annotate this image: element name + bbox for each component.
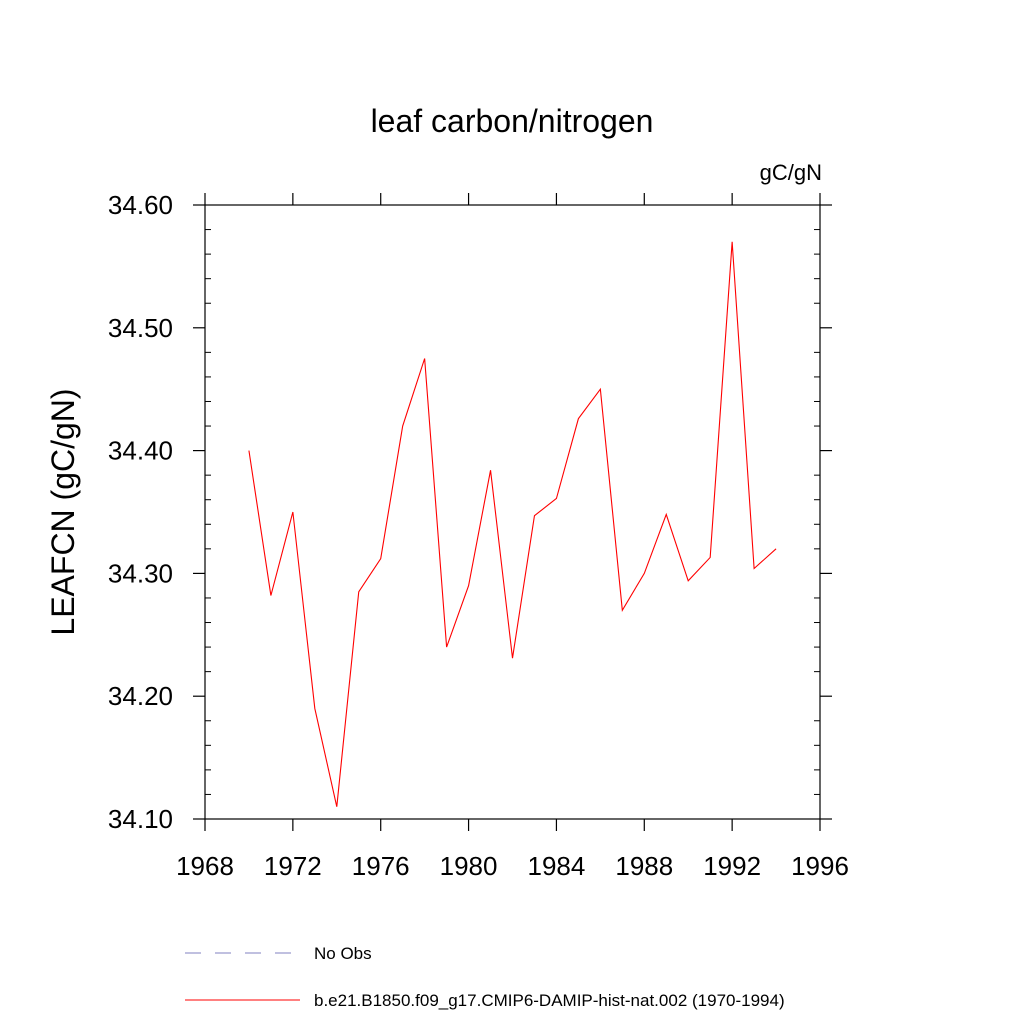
legend-label-no-obs: No Obs: [314, 944, 372, 963]
y-tick-label: 34.40: [108, 436, 173, 466]
y-tick-label: 34.60: [108, 190, 173, 220]
series-line: [248, 241, 777, 807]
y-tick-label: 34.50: [108, 313, 173, 343]
x-tick-labels: 1968 1972 1976 1980 1984 1988 1992 1996: [176, 851, 849, 881]
y-tick-labels: 34.10 34.20 34.30 34.40 34.50 34.60: [108, 190, 173, 834]
x-tick-label: 1996: [791, 851, 849, 881]
x-tick-label: 1980: [440, 851, 498, 881]
x-tick-label: 1992: [703, 851, 761, 881]
plot-frame: [204, 204, 821, 820]
y-tick-label: 34.20: [108, 681, 173, 711]
legend-label-model: b.e21.B1850.f09_g17.CMIP6-DAMIP-hist-nat…: [314, 991, 785, 1010]
chart-title: leaf carbon/nitrogen: [371, 103, 654, 139]
legend: No Obs b.e21.B1850.f09_g17.CMIP6-DAMIP-h…: [185, 944, 785, 1010]
x-tick-label: 1968: [176, 851, 234, 881]
x-tick-label: 1976: [352, 851, 410, 881]
y-axis-label: LEAFCN (gC/gN): [45, 388, 81, 635]
series-layer: [248, 241, 777, 807]
x-tick-label: 1984: [528, 851, 586, 881]
y-tick-label: 34.30: [108, 558, 173, 588]
x-tick-label: 1972: [264, 851, 322, 881]
axis-ticks: [193, 193, 832, 831]
units-label: gC/gN: [760, 160, 822, 185]
y-tick-label: 34.10: [108, 804, 173, 834]
x-tick-label: 1988: [615, 851, 673, 881]
